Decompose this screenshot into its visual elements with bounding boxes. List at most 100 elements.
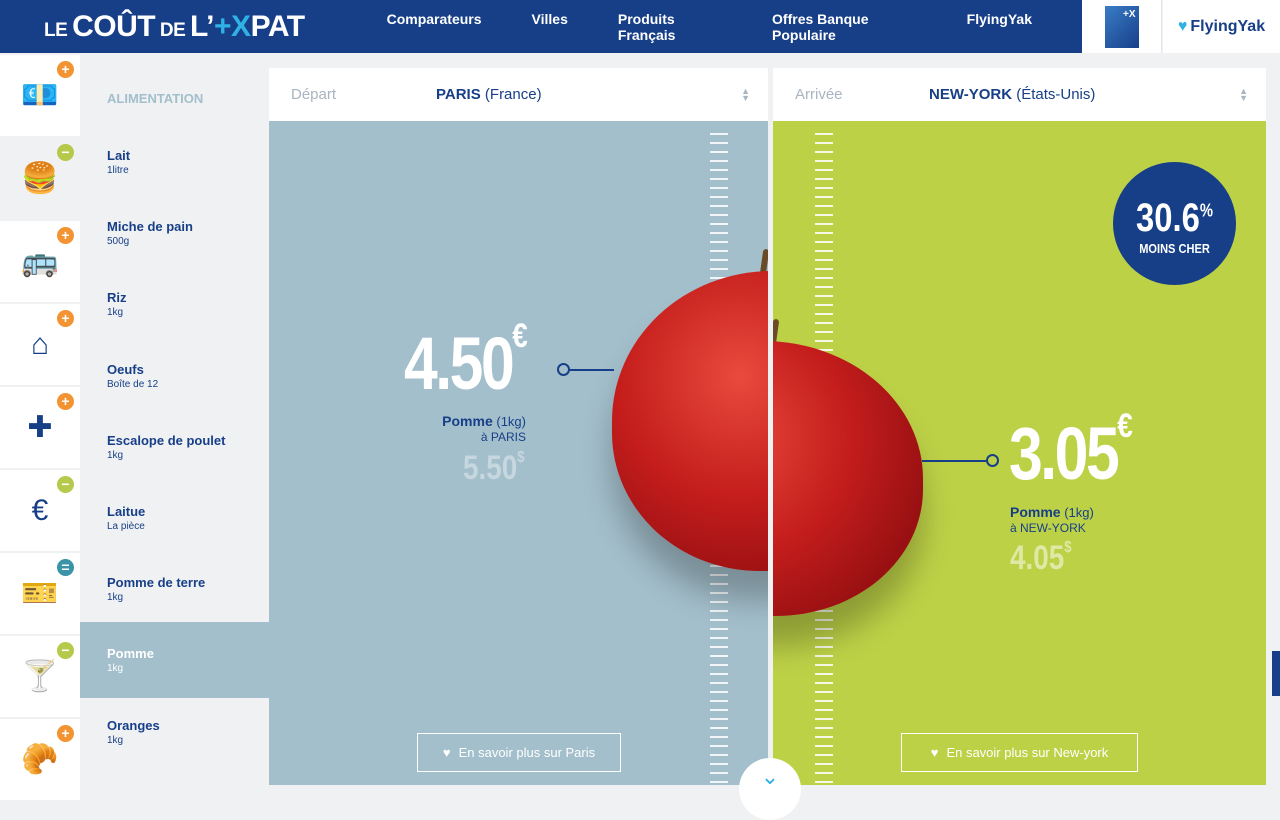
departure-body: 4.50€ Pomme (1kg) à PARIS 5.50$ ♥ En savoi… — [269, 121, 768, 785]
category-house[interactable]: ⌂ + — [0, 304, 80, 385]
comparison-text: MOINS CHER — [1139, 241, 1210, 256]
pointer-line — [570, 369, 614, 371]
status-badge: = — [57, 559, 74, 576]
product-qty: (1kg) — [496, 414, 526, 429]
status-badge: + — [57, 725, 74, 742]
item-unit: 1kg — [107, 734, 124, 746]
product-name: Pomme — [1010, 504, 1061, 520]
arrival-select[interactable]: Arrivée NEW-YORK (États-Unis) ▲ ▼ — [773, 68, 1266, 121]
logo-text: L’ — [190, 9, 215, 43]
nav-produits-francais[interactable]: Produits Français — [617, 10, 676, 43]
apple-image — [612, 271, 768, 571]
banque-populaire-logo[interactable]: +X — [1082, 0, 1162, 53]
departure-price: 4.50€ — [404, 317, 528, 406]
list-item[interactable]: Oranges 1kg — [80, 694, 269, 770]
list-item[interactable]: Escalope de poulet 1kg — [80, 409, 269, 485]
departure-alt-price: 5.50$ — [463, 449, 525, 488]
category-title: ALIMENTATION — [107, 91, 204, 106]
arrival-city: NEW-YORK — [929, 86, 1013, 103]
nav-villes[interactable]: Villes — [531, 10, 568, 27]
item-unit: 1kg — [107, 307, 124, 319]
category-cocktail[interactable]: 🍸 − — [0, 636, 80, 717]
site-logo[interactable]: LE COÛT DE L’+XPAT — [44, 10, 305, 44]
category-medical-kit[interactable]: ✚ + — [0, 387, 80, 468]
status-badge: + — [57, 61, 74, 78]
select-arrows-icon: ▲ ▼ — [741, 86, 750, 103]
side-tab[interactable] — [1272, 651, 1280, 696]
logo-text: DE — [155, 19, 191, 41]
medical-kit-icon: ✚ — [27, 411, 53, 444]
item-unit: 1kg — [107, 663, 124, 675]
category-money[interactable]: 💶 + — [0, 55, 80, 136]
learn-more-paris-button[interactable]: ♥ En savoir plus sur Paris — [417, 733, 621, 772]
item-name: Oranges — [107, 717, 160, 733]
item-name: Pomme de terre — [107, 575, 206, 591]
header: LE COÛT DE L’+XPAT Comparateurs Villes P… — [0, 0, 1082, 53]
arrival-description: Pomme (1kg) à NEW-YORK — [1010, 504, 1094, 535]
pointer-line — [922, 460, 986, 462]
departure-city: PARIS — [436, 86, 481, 103]
comparison-percent: 30.6 — [1136, 196, 1200, 240]
percent-sign: % — [1199, 200, 1213, 221]
flyingyak-pin-icon: ♥ — [930, 745, 939, 760]
alt-price-value: 4.05 — [1010, 539, 1065, 577]
alt-price-value: 5.50 — [463, 449, 518, 487]
category-ticket[interactable]: 🎫 = — [0, 553, 80, 634]
cocktail-icon: 🍸 — [21, 660, 59, 693]
bus-icon: 🚌 — [21, 245, 59, 278]
logo-text: LE — [44, 19, 73, 41]
flyingyak-logo[interactable]: ♥ FlyingYak — [1163, 0, 1280, 53]
status-badge: + — [57, 310, 74, 327]
arrival-panel: Arrivée NEW-YORK (États-Unis) ▲ ▼ 3.05€ P… — [773, 68, 1266, 785]
list-item[interactable]: Pomme 1kg — [80, 622, 269, 699]
arrival-country: (États-Unis) — [1016, 86, 1096, 103]
departure-select[interactable]: Départ PARIS (France) ▲ ▼ — [269, 68, 768, 121]
ticket-icon: 🎫 — [21, 577, 59, 610]
item-unit: 1litre — [107, 165, 129, 176]
list-item[interactable]: Lait 1litre — [80, 124, 269, 200]
status-badge: − — [57, 642, 74, 659]
flyingyak-pin-icon: ♥ — [442, 745, 451, 760]
scroll-down-button[interactable]: ⌄ — [739, 758, 801, 820]
category-burger[interactable]: 🍔 − — [0, 138, 80, 219]
list-item[interactable]: Riz 1kg — [80, 266, 269, 342]
category-sidebar: 💶 + 🍔 − 🚌 + ⌂ + ✚ + € − 🎫 = 🍸 − 🥐 + — [0, 53, 80, 800]
product-name: Pomme — [442, 413, 493, 429]
nav-flyingyak[interactable]: FlyingYak — [966, 10, 1032, 27]
list-item[interactable]: Miche de pain 500g — [80, 195, 269, 271]
category-croissant[interactable]: 🥐 + — [0, 719, 80, 800]
category-bus[interactable]: 🚌 + — [0, 221, 80, 302]
nav-offres-banque-populaire[interactable]: Offres Banque Populaire — [772, 10, 869, 43]
item-name: Pomme — [107, 646, 154, 662]
chevron-down-icon: ⌄ — [760, 764, 780, 789]
main-nav: Comparateurs Villes Produits Français Of… — [387, 11, 1082, 43]
departure-country: (France) — [484, 86, 542, 103]
arrival-alt-price: 4.05$ — [1010, 539, 1072, 578]
pin-icon: ♥ — [1177, 17, 1188, 35]
logo-text: +X — [214, 9, 251, 43]
logo-text: COÛT — [72, 9, 156, 43]
product-location: à NEW-YORK — [1010, 521, 1086, 535]
departure-panel: Départ PARIS (France) ▲ ▼ 4.50€ Pomme (1k… — [269, 68, 768, 785]
apple-image — [773, 341, 923, 616]
item-name: Oeufs — [107, 361, 144, 377]
list-item[interactable]: Oeufs Boîte de 12 — [80, 338, 269, 414]
departure-label: Départ — [291, 86, 337, 103]
item-unit: Boîte de 12 — [107, 378, 159, 390]
status-badge: − — [57, 476, 74, 493]
list-item[interactable]: Laitue La pièce — [80, 480, 269, 556]
list-item[interactable]: Pomme de terre 1kg — [80, 551, 269, 627]
product-list: ALIMENTATION Lait 1litre Miche de pain 500g… — [80, 53, 269, 800]
alt-currency: $ — [1064, 539, 1072, 556]
category-bill[interactable]: € − — [0, 470, 80, 551]
status-badge: − — [57, 144, 74, 161]
price-value: 3.05 — [1009, 412, 1120, 495]
nav-comparateurs[interactable]: Comparateurs — [386, 10, 482, 27]
button-label: En savoir plus sur New-york — [946, 745, 1109, 760]
learn-more-new-york-button[interactable]: ♥ En savoir plus sur New-york — [901, 733, 1138, 772]
item-name: Escalope de poulet — [107, 432, 226, 448]
currency: € — [512, 317, 528, 355]
item-name: Riz — [107, 290, 127, 306]
croissant-icon: 🥐 — [21, 743, 59, 776]
product-location: à PARIS — [480, 430, 526, 444]
